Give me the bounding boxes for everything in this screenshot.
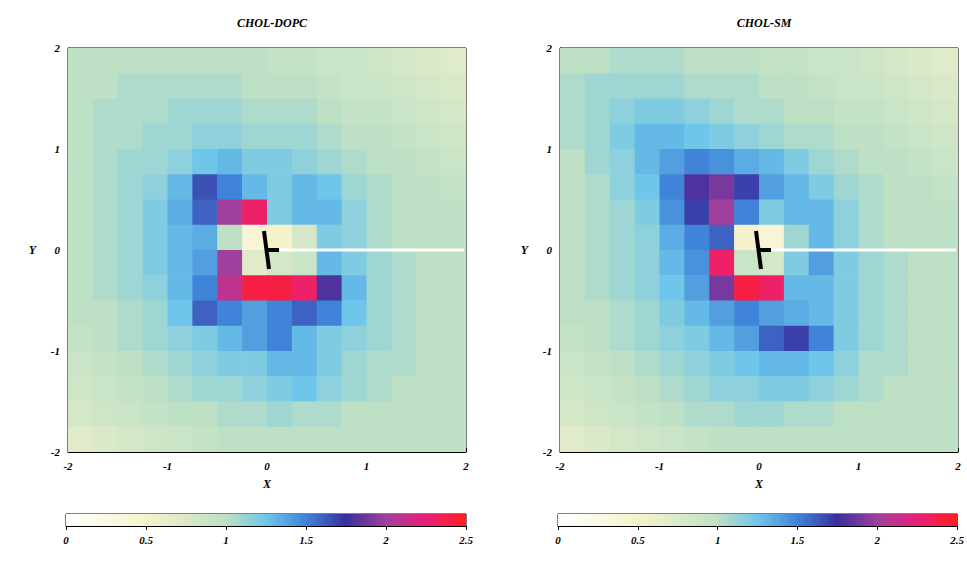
svg-text:-1: -1 (51, 345, 60, 357)
svg-text:-2: -2 (543, 446, 553, 458)
svg-text:CHOL-DOPC: CHOL-DOPC (237, 16, 308, 30)
svg-text:-2: -2 (63, 460, 73, 472)
svg-text:1: 1 (547, 143, 553, 155)
svg-text:0: 0 (63, 534, 69, 546)
svg-text:CHOL-SM: CHOL-SM (737, 16, 792, 30)
svg-text:2: 2 (382, 534, 389, 546)
svg-text:1: 1 (364, 460, 370, 472)
svg-text:1.5: 1.5 (299, 534, 313, 546)
svg-text:-1: -1 (163, 460, 172, 472)
svg-text:2: 2 (954, 460, 961, 472)
svg-text:0: 0 (547, 244, 553, 256)
svg-text:-2: -2 (555, 460, 565, 472)
svg-text:1: 1 (55, 143, 61, 155)
svg-text:2: 2 (874, 534, 881, 546)
svg-text:0.5: 0.5 (631, 534, 645, 546)
svg-text:-2: -2 (51, 446, 61, 458)
svg-text:2.5: 2.5 (458, 534, 473, 546)
svg-text:X: X (754, 477, 764, 491)
svg-text:0: 0 (555, 534, 561, 546)
svg-text:0: 0 (756, 460, 762, 472)
svg-text:2: 2 (462, 460, 469, 472)
svg-text:X: X (262, 477, 272, 491)
svg-text:-1: -1 (543, 345, 552, 357)
svg-text:Y: Y (521, 243, 530, 257)
svg-text:0: 0 (55, 244, 61, 256)
svg-text:1: 1 (715, 534, 721, 546)
svg-text:1: 1 (223, 534, 229, 546)
svg-text:-1: -1 (655, 460, 664, 472)
svg-text:1.5: 1.5 (791, 534, 805, 546)
svg-text:0: 0 (264, 460, 270, 472)
svg-text:2.5: 2.5 (949, 534, 964, 546)
svg-text:0.5: 0.5 (139, 534, 153, 546)
svg-text:Y: Y (29, 243, 38, 257)
svg-text:2: 2 (546, 42, 553, 54)
svg-text:1: 1 (856, 460, 862, 472)
svg-text:2: 2 (54, 42, 61, 54)
